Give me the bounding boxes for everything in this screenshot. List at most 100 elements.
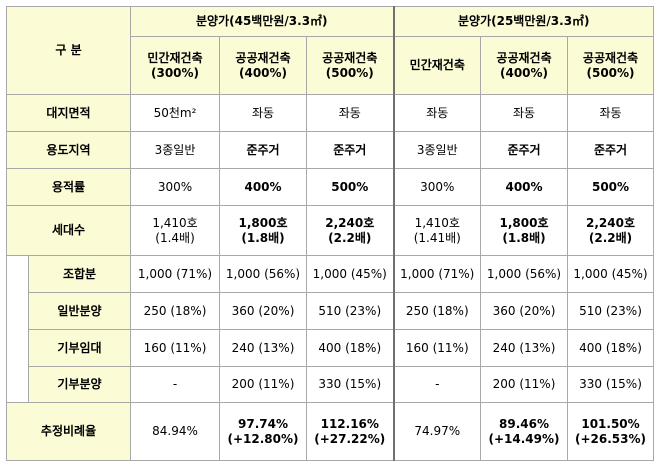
table-body: 구 분 분양가(45백만원/3.3㎡) 분양가(25백만원/3.3㎡) 민간재건…: [5, 6, 655, 461]
table-cell: 준주거: [567, 131, 655, 169]
cell-value: 1,000 (71%): [137, 266, 213, 281]
table-cell: 89.46% (+14.49%): [480, 402, 569, 461]
cell-value: 97.74%: [238, 416, 288, 431]
table-cell: 좌동: [219, 94, 308, 132]
table-row: 대지면적 50천m² 좌동 좌동 좌동 좌동 좌동: [5, 94, 655, 132]
table-cell: 360 (20%): [219, 292, 308, 330]
table-cell: 160 (11%): [130, 329, 221, 367]
column-title: 민간재건축: [409, 58, 465, 72]
column-ratio: (500%): [586, 65, 635, 80]
cell-note: (2.2배): [328, 230, 372, 245]
row-label: 추정비례율: [5, 402, 132, 461]
table-cell: 101.50% (+26.53%): [567, 402, 655, 461]
table-cell: 500%: [567, 168, 655, 206]
cell-value: 400 (18%): [318, 340, 382, 355]
cell-note: (1.8배): [241, 230, 285, 245]
cell-value: 1,410호: [152, 215, 198, 230]
table-cell: 97.74% (+12.80%): [219, 402, 308, 461]
table-cell: 2,240호 (2.2배): [567, 205, 655, 256]
cell-value: 400%: [244, 179, 282, 194]
cell-value: 좌동: [599, 105, 622, 120]
cell-note: (+12.80%): [227, 431, 299, 446]
row-label: 일반분양: [27, 292, 132, 330]
table-cell: 240 (13%): [219, 329, 308, 367]
table-row: 기부분양 - 200 (11%) 330 (15%) - 200 (11%) 330 (15…: [6, 366, 655, 403]
cell-value: 준주거: [246, 142, 280, 157]
cell-value: -: [435, 377, 440, 391]
table-cell: 160 (11%): [392, 329, 482, 367]
cell-value: 510 (23%): [579, 303, 642, 318]
cell-note: (1.4배): [155, 230, 195, 245]
table-cell: 400 (18%): [567, 329, 655, 367]
column-title: 공공재건축: [322, 50, 378, 65]
cell-note: (1.41배): [413, 230, 461, 245]
table-cell: 좌동: [567, 94, 655, 132]
column-title: 공공재건축: [496, 50, 552, 65]
table-cell: 좌동: [306, 94, 395, 132]
table-cell: 1,410호 (1.4배): [130, 205, 221, 256]
row-label: 세대수: [5, 205, 132, 256]
column-ratio: (300%): [150, 65, 200, 80]
cell-value: 좌동: [338, 105, 361, 120]
row-label: 조합분: [27, 255, 132, 293]
table-cell: 360 (20%): [480, 292, 569, 330]
cell-value: 400 (18%): [579, 340, 642, 355]
cell-value: 240 (13%): [492, 340, 556, 355]
row-label: 기부임대: [27, 329, 132, 367]
cell-value: 250 (18%): [405, 303, 469, 318]
table-cell: 1,000 (71%): [392, 255, 482, 293]
cell-value: 250 (18%): [143, 303, 207, 318]
cell-value: 300%: [420, 179, 455, 194]
cell-value: 89.46%: [499, 416, 549, 431]
cell-value: 160 (11%): [405, 340, 469, 355]
table-cell: 준주거: [480, 131, 569, 169]
row-label: 대지면적: [5, 94, 132, 132]
cell-value: 300%: [157, 179, 193, 194]
row-label: 용적률: [5, 168, 132, 206]
column-header: 공공재건축 (400%): [219, 36, 308, 95]
table-cell: 200 (11%): [480, 366, 569, 403]
table-cell: 1,000 (56%): [219, 255, 308, 293]
table-cell: 1,800호 (1.8배): [480, 205, 569, 256]
cell-value: 좌동: [251, 105, 275, 120]
table-cell: 240 (13%): [480, 329, 569, 367]
cell-value: 74.97%: [414, 424, 461, 438]
table-row: 세대수 1,410호 (1.4배) 1,800호 (1.8배) 2,240호 (2.2배) 1…: [5, 205, 655, 256]
column-header: 민간재건축 (300%): [130, 36, 221, 95]
cell-value: 1,800호: [499, 215, 549, 230]
cell-value: 101.50%: [581, 416, 640, 431]
cell-value: 좌동: [426, 105, 449, 120]
cell-value: 510 (23%): [318, 303, 382, 318]
cell-value: 240 (13%): [231, 340, 295, 355]
cell-note: (1.8배): [502, 230, 546, 245]
table-cell: -: [130, 366, 221, 403]
cell-value: 500%: [591, 179, 630, 194]
indent-cell: [6, 366, 29, 403]
table-cell: 좌동: [480, 94, 569, 132]
cell-note: (2.2배): [588, 230, 633, 245]
cell-note: (+14.49%): [488, 431, 560, 446]
cell-note: (+27.22%): [314, 431, 386, 446]
table-cell: 2,240호 (2.2배): [306, 205, 395, 256]
table-cell: 3종일반: [130, 131, 221, 169]
column-ratio: (500%): [325, 65, 374, 80]
cell-value: 200 (11%): [231, 377, 295, 391]
row-label: 기부분양: [27, 366, 132, 403]
cell-value: 360 (20%): [492, 303, 556, 318]
table-cell: 500%: [306, 168, 395, 206]
table-cell: 좌동: [392, 94, 482, 132]
column-title: 민간재건축: [147, 50, 203, 65]
column-header: 공공재건축 (500%): [567, 36, 655, 95]
table-cell: 50천m²: [130, 94, 221, 132]
cell-value: 112.16%: [320, 416, 379, 431]
cell-value: 3종일반: [416, 142, 458, 157]
cell-value: 500%: [331, 179, 369, 194]
cell-value: -: [172, 377, 178, 391]
cell-value: 50천m²: [153, 105, 197, 120]
table-cell: 300%: [130, 168, 221, 206]
table-cell: 준주거: [219, 131, 308, 169]
cell-value: 1,000 (56%): [225, 266, 301, 281]
header-row-groups: 구 분 분양가(45백만원/3.3㎡) 분양가(25백만원/3.3㎡): [5, 6, 655, 95]
table-cell: 112.16% (+27.22%): [306, 402, 395, 461]
cell-value: 2,240호: [325, 215, 375, 230]
